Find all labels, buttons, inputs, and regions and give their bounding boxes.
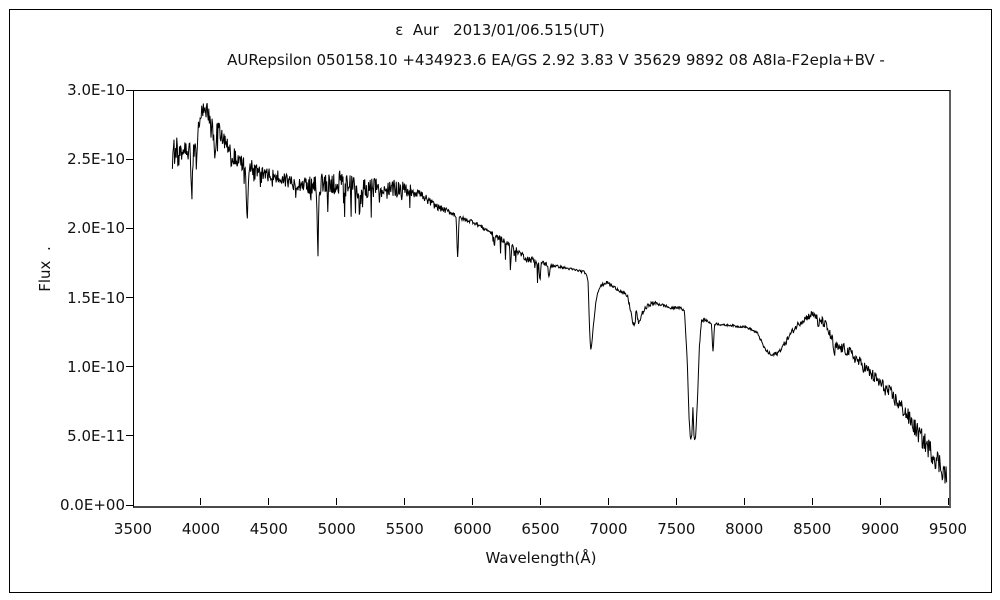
y-axis-tick [126, 297, 133, 298]
x-axis-tick [540, 498, 541, 505]
x-axis-tick [675, 498, 677, 505]
plot-area-box [133, 90, 951, 508]
y-axis-tick [126, 504, 133, 506]
x-tick-label: 4500 [249, 520, 288, 538]
x-tick-label: 3500 [113, 520, 153, 538]
x-axis-title: Wavelength(Å) [485, 549, 597, 567]
x-tick-label: 5500 [385, 520, 424, 538]
x-axis-tick [947, 498, 949, 505]
x-axis-tick [472, 498, 474, 505]
x-tick-label: 6500 [521, 520, 560, 538]
x-axis-tick [811, 498, 813, 505]
y-axis-title: Flux . [36, 246, 54, 292]
page-subtitle: AURepsilon 050158.10 +434923.6 EA/GS 2.9… [227, 51, 885, 69]
page-title: ε Aur 2013/01/06.515(UT) [395, 21, 605, 39]
y-axis-tick [126, 227, 133, 229]
x-tick-label: 4000 [181, 520, 220, 538]
x-tick-label: 7000 [589, 520, 628, 538]
y-tick-label: 0.0E+00 [60, 496, 125, 514]
x-axis-tick [743, 498, 745, 505]
x-tick-label: 6000 [453, 520, 492, 538]
y-axis-tick [126, 158, 133, 160]
x-tick-label: 7500 [657, 520, 696, 538]
x-axis-tick [879, 498, 881, 505]
x-axis-tick [404, 498, 406, 505]
x-tick-label: 9000 [860, 520, 900, 538]
x-axis-tick [132, 498, 134, 505]
y-axis-tick [126, 366, 133, 368]
y-axis-tick [126, 435, 133, 437]
x-axis-tick [200, 498, 202, 505]
y-tick-label: 1.5E-10 [67, 288, 125, 307]
x-tick-label: 5000 [317, 520, 356, 538]
y-axis-tick [126, 89, 133, 91]
y-tick-label: 5.0E-11 [67, 426, 125, 445]
spectrum-plot-canvas [171, 102, 948, 484]
y-tick-label: 3.0E-10 [67, 81, 125, 99]
x-axis-tick [607, 498, 609, 505]
x-tick-label: 8500 [793, 520, 832, 538]
y-tick-label: 1.0E-10 [67, 357, 125, 376]
outer-border [9, 9, 992, 593]
x-axis-tick [336, 498, 338, 505]
y-tick-label: 2.5E-10 [67, 150, 125, 169]
spectrum-line [171, 102, 948, 484]
x-tick-label: 9500 [928, 520, 968, 538]
y-tick-label: 2.0E-10 [67, 219, 125, 238]
x-axis-tick [268, 498, 270, 505]
x-tick-label: 8000 [725, 520, 764, 538]
